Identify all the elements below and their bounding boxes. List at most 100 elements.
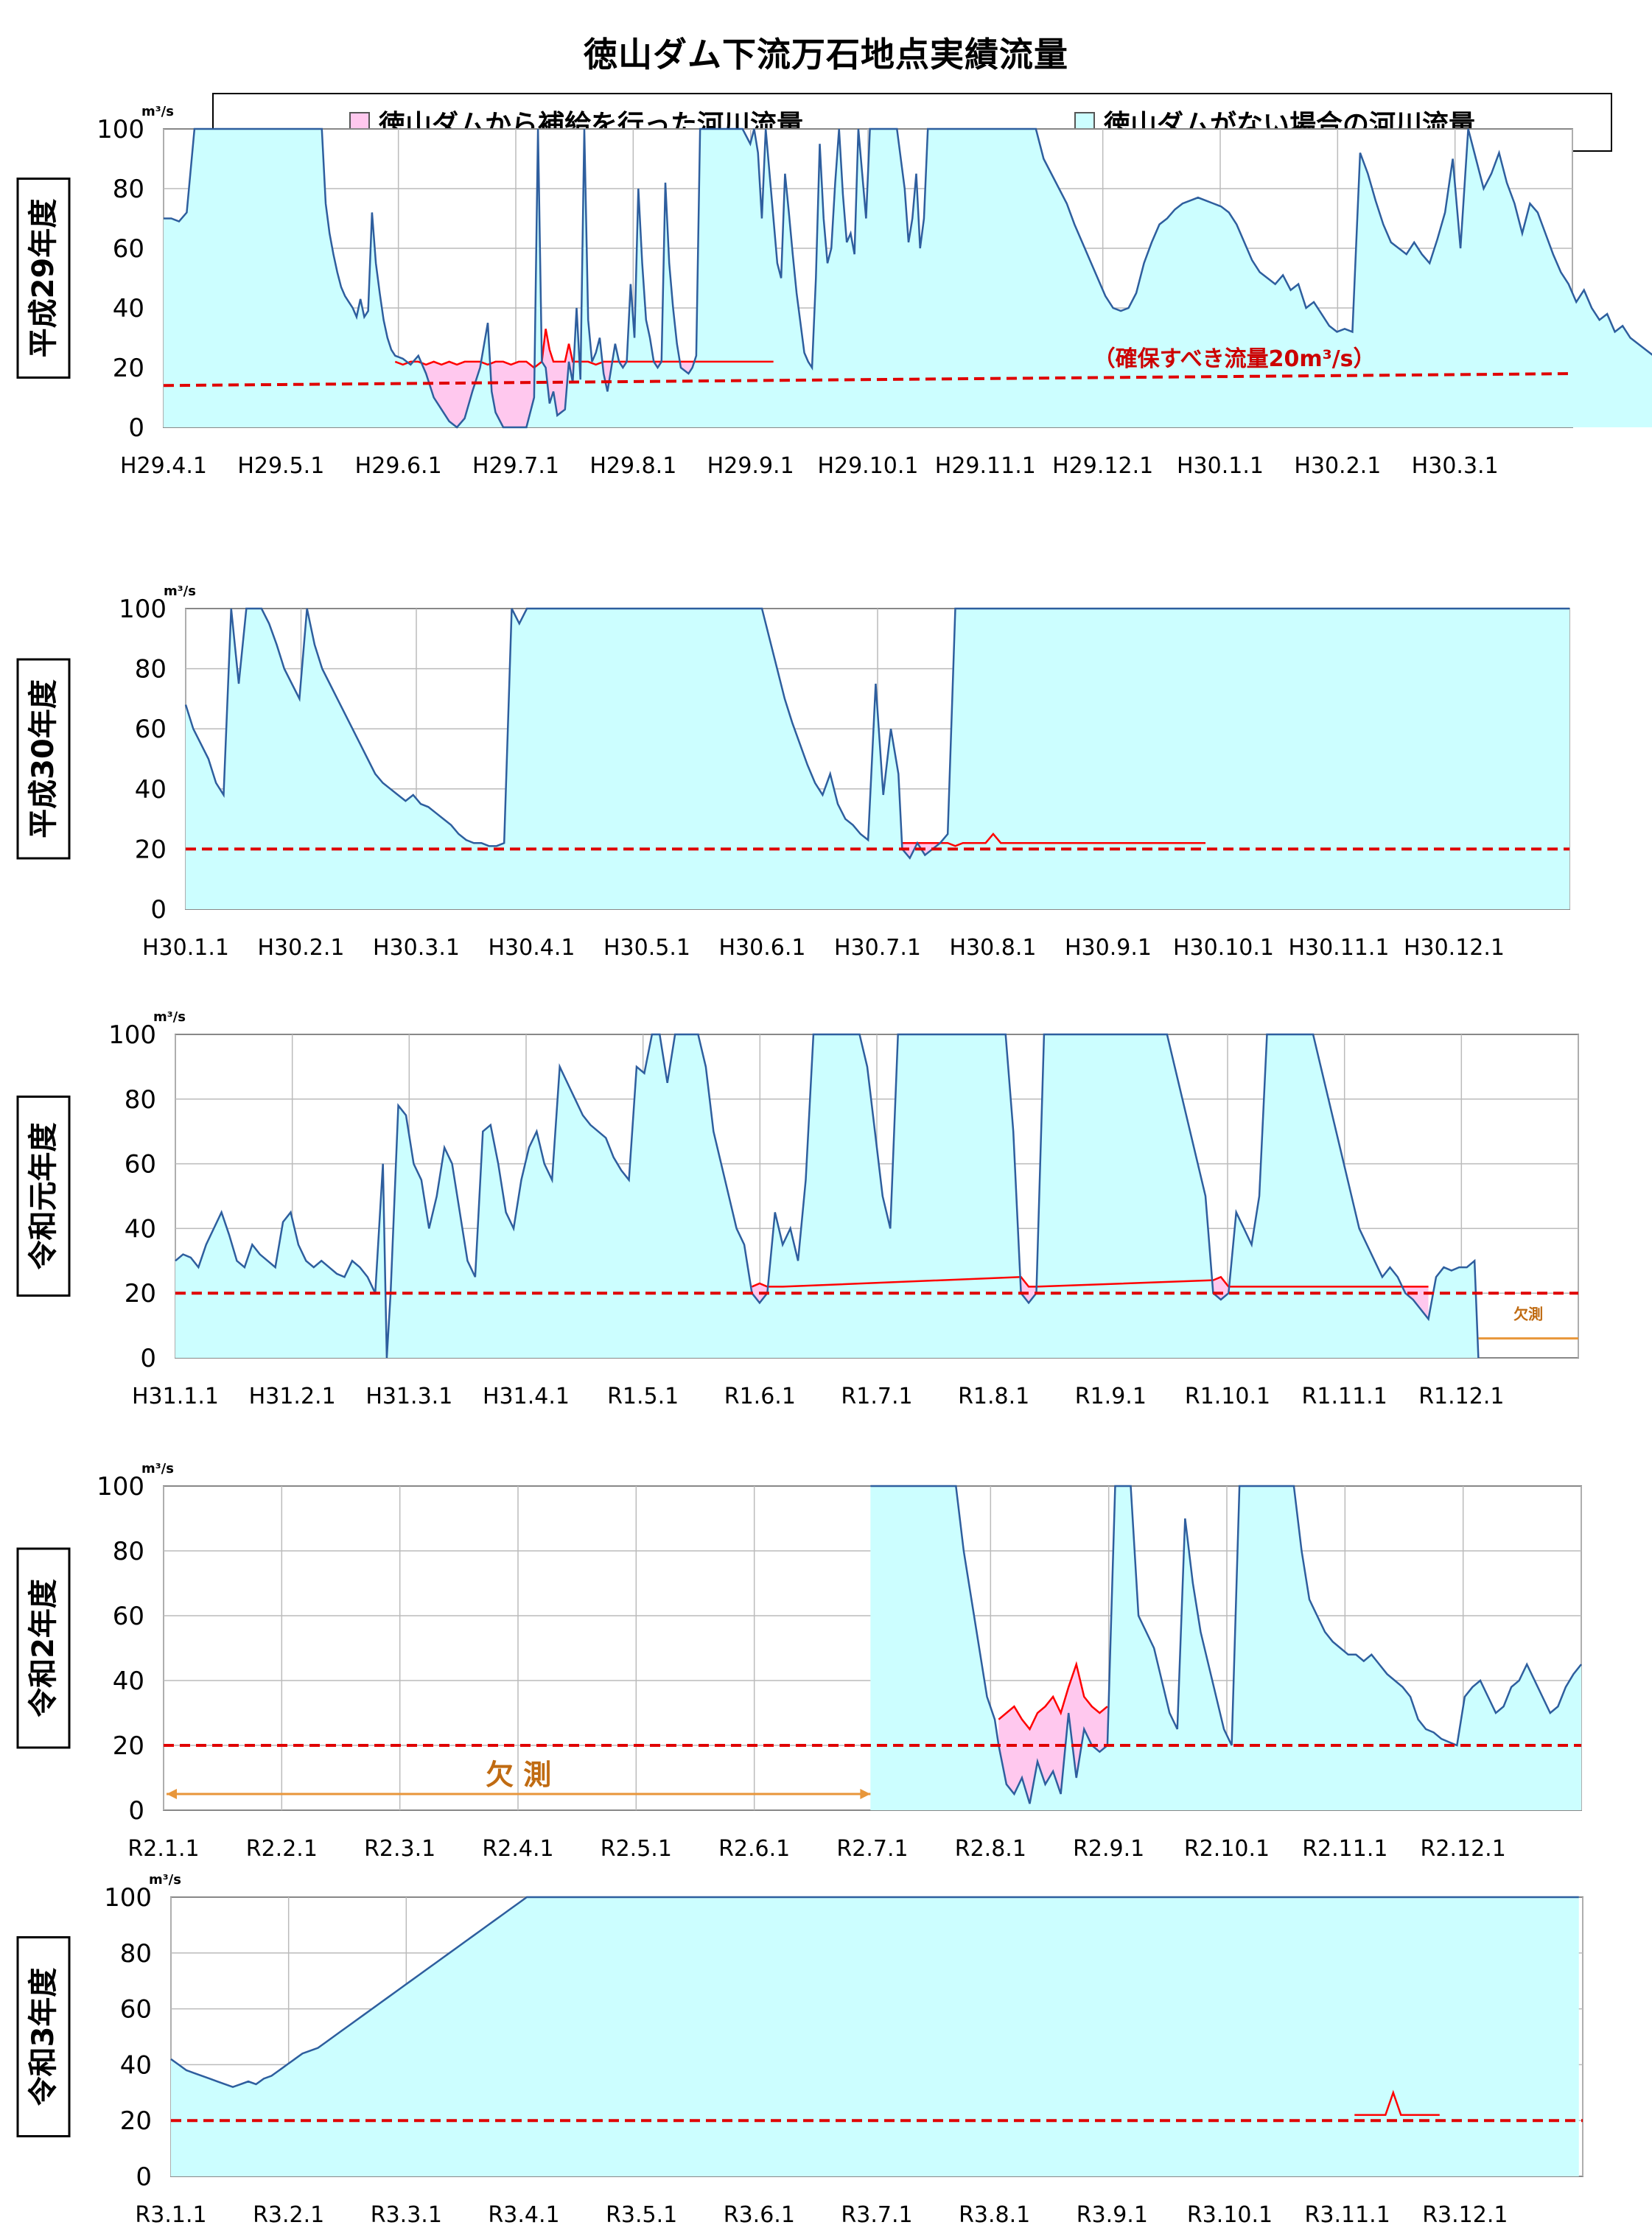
x-tick-label: R3.10.1 — [1187, 2202, 1273, 2228]
year-label: 令和3年度 — [27, 1968, 60, 2106]
target-flow-annotation: （確保すべき流量20m³/s） — [1093, 346, 1376, 372]
x-tick-label: H31.2.1 — [249, 1384, 336, 1409]
year-label: 令和2年度 — [27, 1579, 60, 1717]
y-tick-label: 80 — [125, 1085, 156, 1115]
x-tick-label: R3.7.1 — [841, 2202, 912, 2228]
y-tick-label: 80 — [113, 1537, 144, 1566]
x-tick-label: R1.12.1 — [1418, 1384, 1504, 1409]
unit-label: m³/s — [141, 1461, 174, 1476]
x-tick-label: R3.9.1 — [1077, 2202, 1148, 2228]
page-title: 徳山ダム下流万石地点実績流量 — [584, 35, 1068, 74]
x-tick-label: H29.7.1 — [472, 453, 559, 479]
x-tick-label: H29.5.1 — [237, 453, 324, 479]
x-tick-label: R1.8.1 — [958, 1384, 1029, 1409]
x-tick-label: H30.3.1 — [1412, 453, 1499, 479]
x-tick-label: R3.6.1 — [724, 2202, 795, 2228]
x-tick-label: R1.7.1 — [841, 1384, 912, 1409]
y-tick-label: 0 — [140, 1344, 156, 1373]
series-no-dam-area — [870, 1486, 1581, 1810]
x-tick-label: H30.10.1 — [1173, 935, 1274, 961]
x-tick-label: H31.4.1 — [483, 1384, 570, 1409]
x-tick-label: R2.6.1 — [718, 1836, 790, 1862]
x-tick-label: R3.11.1 — [1305, 2202, 1390, 2228]
x-tick-label: H29.11.1 — [935, 453, 1036, 479]
x-tick-label: H29.6.1 — [355, 453, 442, 479]
series-supplemented-line — [394, 329, 774, 369]
series-no-dam-line — [184, 607, 1569, 860]
unit-label: m³/s — [149, 1872, 181, 1888]
x-tick-label: H30.2.1 — [1294, 453, 1381, 479]
x-tick-label: R1.10.1 — [1185, 1384, 1270, 1409]
x-tick-label: R3.3.1 — [371, 2202, 442, 2228]
x-tick-label: R3.1.1 — [135, 2202, 206, 2228]
x-tick-label: H30.4.1 — [489, 935, 575, 961]
y-tick-label: 20 — [113, 1731, 144, 1761]
y-tick-label: 100 — [104, 1883, 152, 1913]
x-tick-label: R2.2.1 — [246, 1836, 318, 1862]
y-tick-label: 40 — [125, 1214, 156, 1244]
x-tick-label: H30.11.1 — [1288, 935, 1389, 961]
y-tick-label: 40 — [135, 775, 167, 805]
series-supplemented-line — [998, 1661, 1108, 1731]
y-tick-label: 20 — [113, 354, 144, 383]
x-tick-label: H30.6.1 — [719, 935, 806, 961]
missing-arrow-head-left — [167, 1789, 177, 1799]
x-tick-label: H29.4.1 — [120, 453, 207, 479]
x-tick-label: R3.4.1 — [488, 2202, 559, 2228]
y-tick-label: 100 — [108, 1020, 156, 1050]
x-tick-label: R2.1.1 — [127, 1836, 199, 1862]
y-tick-label: 20 — [125, 1279, 156, 1308]
x-tick-label: H30.9.1 — [1065, 935, 1152, 961]
year-label-box — [16, 658, 71, 860]
y-tick-label: 100 — [97, 1472, 144, 1502]
unit-label: m³/s — [141, 104, 174, 119]
y-tick-label: 40 — [113, 294, 144, 323]
y-tick-label: 100 — [119, 595, 167, 624]
y-tick-label: 40 — [120, 2050, 152, 2080]
missing-label: 欠 測 — [486, 1759, 551, 1791]
series-no-dam-line — [164, 127, 1652, 429]
year-label-box — [16, 1936, 71, 2137]
x-tick-label: H29.10.1 — [817, 453, 918, 479]
x-tick-label: H30.7.1 — [834, 935, 921, 961]
y-tick-label: 0 — [136, 2162, 152, 2192]
y-tick-label: 80 — [135, 655, 167, 684]
y-tick-label: 0 — [128, 413, 144, 443]
x-tick-label: H29.8.1 — [589, 453, 676, 479]
y-tick-label: 80 — [120, 1939, 152, 1969]
y-tick-label: 80 — [113, 175, 144, 204]
missing-arrow-head-right — [860, 1789, 871, 1799]
x-tick-label: R3.8.1 — [959, 2202, 1030, 2228]
x-tick-label: R3.2.1 — [253, 2202, 324, 2228]
x-tick-label: R2.11.1 — [1302, 1836, 1387, 1862]
y-tick-label: 100 — [97, 115, 144, 144]
x-tick-label: H31.1.1 — [132, 1384, 219, 1409]
x-tick-label: H30.5.1 — [603, 935, 690, 961]
y-tick-label: 60 — [113, 1602, 144, 1631]
y-tick-label: 40 — [113, 1667, 144, 1696]
x-tick-label: H30.12.1 — [1404, 935, 1505, 961]
x-tick-label: R1.11.1 — [1302, 1384, 1387, 1409]
x-tick-label: R1.9.1 — [1075, 1384, 1147, 1409]
year-label-box — [16, 1096, 71, 1297]
unit-label: m³/s — [164, 584, 196, 599]
x-tick-label: R1.6.1 — [724, 1384, 796, 1409]
x-tick-label: R2.4.1 — [482, 1836, 553, 1862]
x-tick-label: R1.5.1 — [607, 1384, 679, 1409]
y-tick-label: 60 — [120, 1995, 152, 2025]
series-supplemented-line — [902, 833, 1206, 847]
y-tick-label: 20 — [135, 835, 167, 864]
year-label: 令和元年度 — [27, 1123, 60, 1270]
y-tick-label: 0 — [150, 895, 167, 925]
year-label: 平成30年度 — [27, 679, 60, 838]
year-label: 平成29年度 — [27, 199, 60, 358]
x-tick-label: H29.12.1 — [1052, 453, 1153, 479]
x-tick-label: R2.12.1 — [1421, 1836, 1506, 1862]
x-tick-label: R2.10.1 — [1184, 1836, 1270, 1862]
y-tick-label: 60 — [113, 234, 144, 264]
